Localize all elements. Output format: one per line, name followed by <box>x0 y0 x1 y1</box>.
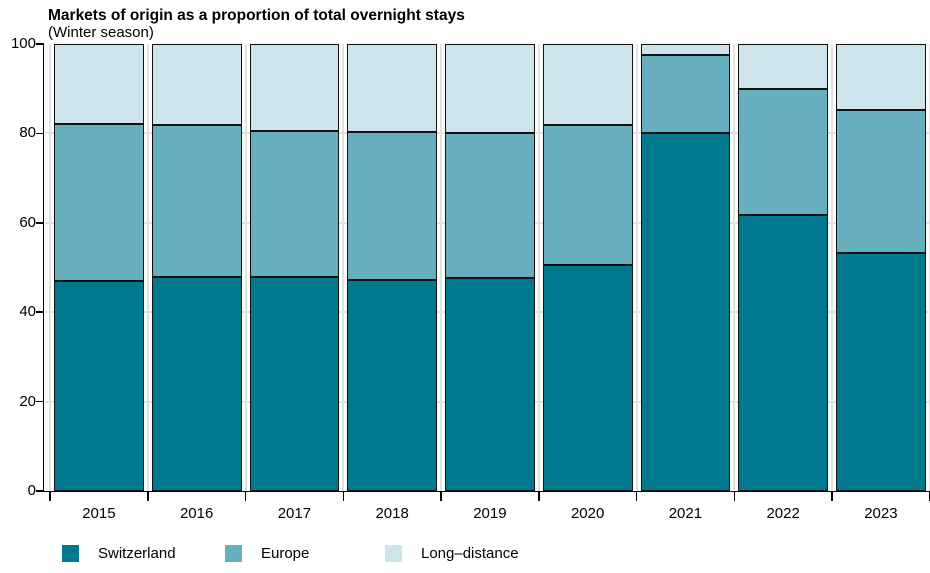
bar-segment-europe-2021 <box>640 54 731 133</box>
gridline-vertical-0 <box>49 44 51 491</box>
bar-segment-long-distance-2023 <box>836 44 926 111</box>
bar-segment-long-distance-2018 <box>347 44 437 132</box>
legend-label-europe: Europe <box>261 545 310 562</box>
x-tick-label-2019: 2019 <box>473 505 507 522</box>
bar-segment-switzerland-2020 <box>542 264 633 491</box>
x-tick-5 <box>538 492 540 501</box>
x-tick-8 <box>831 492 833 501</box>
bar-segment-europe-2018 <box>347 131 437 280</box>
gridline-vertical-9 <box>928 44 930 491</box>
gridline-vertical-3 <box>342 44 345 491</box>
x-tick-label-2018: 2018 <box>375 505 409 522</box>
y-tick-60 <box>35 222 43 224</box>
gridline-vertical-2 <box>244 44 247 491</box>
bar-segment-long-distance-2021 <box>640 44 731 55</box>
bar-segment-switzerland-2023 <box>836 253 926 491</box>
bar-segment-long-distance-2019 <box>445 44 535 133</box>
y-tick-label-80: 80 <box>19 124 36 142</box>
x-tick-1 <box>147 492 149 501</box>
chart-title: Markets of origin as a proportion of tot… <box>48 7 465 24</box>
bar-segment-long-distance-2017 <box>249 44 340 131</box>
x-tick-label-2023: 2023 <box>864 505 898 522</box>
gridline-vertical-7 <box>733 44 736 491</box>
y-tick-label-60: 60 <box>19 213 36 231</box>
x-axis-line <box>42 490 930 492</box>
bar-segment-long-distance-2015 <box>54 44 144 125</box>
bar-segment-switzerland-2017 <box>249 276 340 491</box>
bar-segment-switzerland-2022 <box>738 214 828 491</box>
chart-subtitle: (Winter season) <box>48 24 154 41</box>
y-tick-label-40: 40 <box>19 303 36 321</box>
legend-swatch-switzerland <box>62 545 79 562</box>
x-tick-6 <box>635 492 638 501</box>
legend-swatch-europe <box>225 545 242 562</box>
y-tick-20 <box>35 400 43 403</box>
x-tick-0 <box>49 492 51 501</box>
bar-segment-europe-2022 <box>738 88 828 215</box>
x-tick-3 <box>342 492 344 501</box>
bar-segment-switzerland-2021 <box>640 132 731 491</box>
x-tick-2 <box>244 492 247 501</box>
y-tick-80 <box>35 132 43 135</box>
y-tick-40 <box>35 311 43 313</box>
x-tick-label-2017: 2017 <box>277 505 312 522</box>
y-tick-0 <box>35 490 43 492</box>
gridline-vertical-4 <box>440 44 442 491</box>
y-tick-100 <box>35 43 43 45</box>
bar-segment-europe-2016 <box>151 125 242 277</box>
bar-segment-europe-2023 <box>836 110 926 254</box>
bar-segment-europe-2015 <box>54 124 144 282</box>
x-tick-7 <box>733 492 735 501</box>
legend-label-long-distance: Long–distance <box>421 545 519 562</box>
x-tick-label-2016: 2016 <box>179 505 214 522</box>
x-tick-label-2021: 2021 <box>668 505 703 522</box>
y-tick-label-100: 100 <box>10 35 36 52</box>
bar-segment-long-distance-2016 <box>151 44 242 126</box>
bar-segment-europe-2020 <box>542 125 633 265</box>
gridline-vertical-1 <box>146 44 149 491</box>
x-tick-4 <box>440 492 442 501</box>
gridline-vertical-5 <box>537 44 540 491</box>
gridline-vertical-8 <box>831 44 833 491</box>
bar-segment-switzerland-2018 <box>347 279 437 491</box>
legend-swatch-long-distance <box>385 545 402 562</box>
bar-segment-europe-2017 <box>249 130 340 277</box>
x-tick-label-2022: 2022 <box>766 505 800 522</box>
y-tick-label-0: 0 <box>27 482 36 499</box>
bar-segment-switzerland-2016 <box>151 276 242 491</box>
bar-segment-long-distance-2020 <box>542 44 633 126</box>
bar-segment-europe-2019 <box>445 132 535 279</box>
x-tick-label-2020: 2020 <box>570 505 605 522</box>
gridline-vertical-6 <box>635 44 638 491</box>
x-tick-label-2015: 2015 <box>82 505 116 522</box>
bar-segment-long-distance-2022 <box>738 44 828 89</box>
legend-label-switzerland: Switzerland <box>98 545 176 562</box>
bar-segment-switzerland-2019 <box>445 278 535 491</box>
y-axis-line <box>42 43 44 492</box>
bar-segment-switzerland-2015 <box>54 281 144 491</box>
y-tick-label-20: 20 <box>19 392 36 410</box>
